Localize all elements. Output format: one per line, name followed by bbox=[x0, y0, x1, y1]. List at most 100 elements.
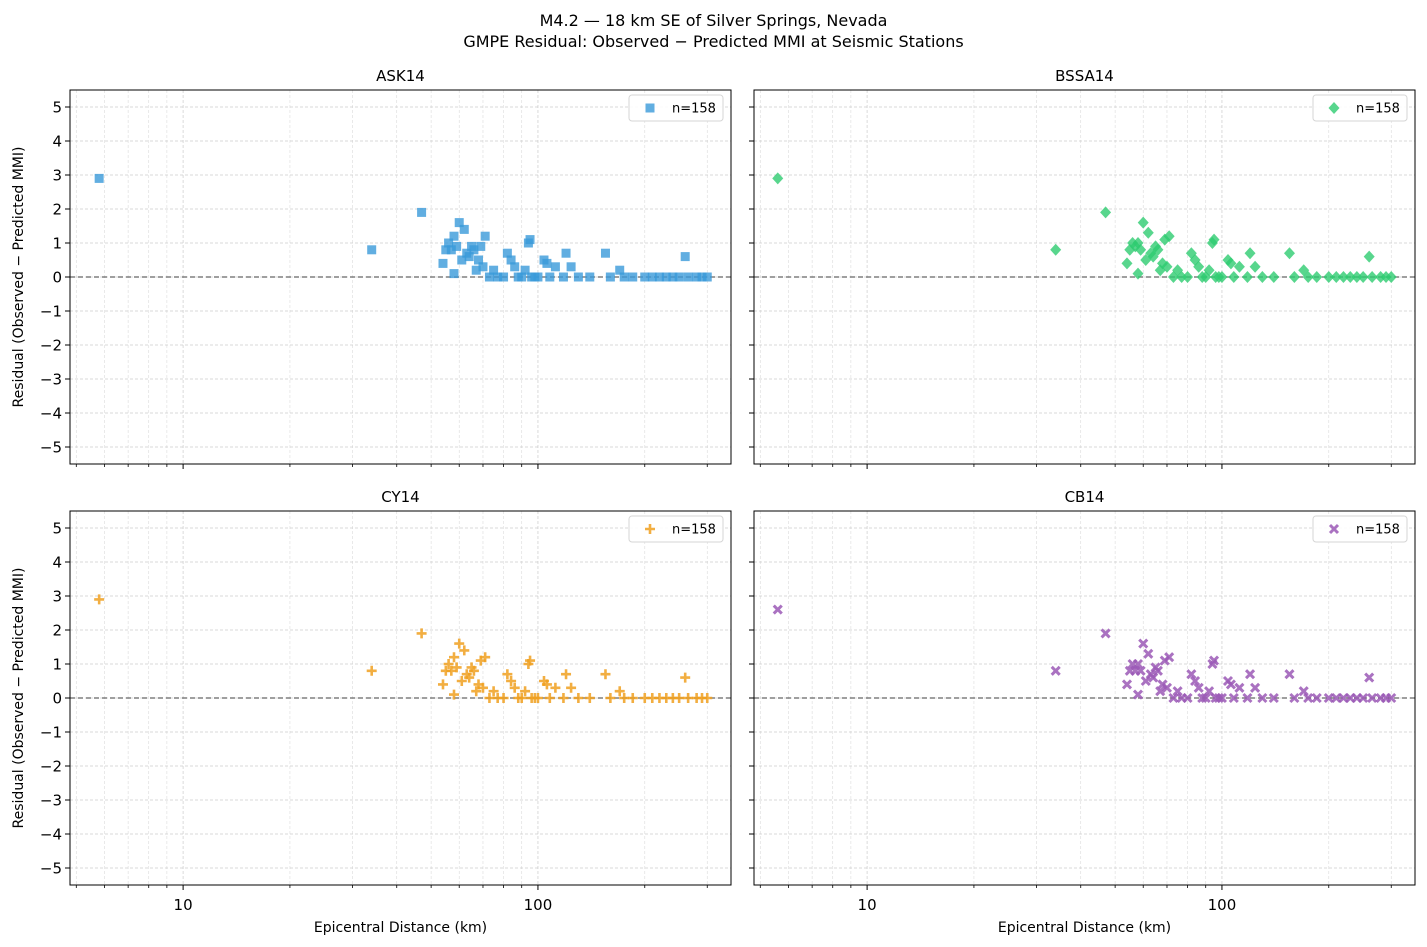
data-point bbox=[683, 693, 694, 703]
y-tick-label: 5 bbox=[52, 99, 62, 117]
data-point bbox=[489, 265, 499, 275]
data-point bbox=[1138, 638, 1149, 649]
data-point bbox=[499, 272, 509, 282]
data-point bbox=[1208, 233, 1220, 246]
figure-subtitle: GMPE Residual: Observed − Predicted MMI … bbox=[463, 32, 964, 51]
data-point bbox=[498, 693, 509, 703]
data-point bbox=[585, 272, 595, 282]
legend-label: n=158 bbox=[1356, 102, 1400, 117]
legend-box bbox=[1312, 515, 1408, 543]
data-point bbox=[628, 272, 638, 282]
data-point bbox=[437, 679, 448, 690]
y-axis-label: Residual (Observed − Predicted MMI) bbox=[11, 147, 27, 408]
legend-box bbox=[1312, 94, 1408, 122]
data-point bbox=[464, 252, 474, 262]
data-point bbox=[702, 693, 713, 703]
data-point bbox=[1176, 271, 1188, 283]
y-tick-label: 3 bbox=[52, 167, 62, 185]
data-point bbox=[1182, 271, 1194, 283]
data-point bbox=[1323, 692, 1334, 704]
data-point bbox=[1164, 652, 1175, 663]
data-point bbox=[94, 173, 104, 183]
data-point bbox=[661, 272, 671, 282]
y-axis-label: Residual (Observed − Predicted MMI) bbox=[11, 568, 27, 829]
figure-title: M4.2 — 18 km SE of Silver Springs, Nevad… bbox=[539, 11, 888, 30]
data-point bbox=[1216, 692, 1228, 704]
data-point bbox=[1303, 692, 1314, 704]
data-point bbox=[484, 272, 494, 282]
legend: n=158 bbox=[1312, 94, 1408, 122]
data-point bbox=[1152, 243, 1164, 256]
data-point bbox=[516, 693, 527, 703]
data-point bbox=[1268, 271, 1280, 283]
legend-marker bbox=[1328, 523, 1340, 535]
data-point bbox=[1323, 271, 1335, 283]
data-point bbox=[480, 652, 491, 663]
data-point bbox=[509, 682, 520, 693]
data-point bbox=[94, 594, 105, 605]
data-point bbox=[1228, 271, 1240, 283]
data-point bbox=[1204, 686, 1215, 697]
data-point bbox=[459, 645, 470, 656]
data-point bbox=[464, 672, 475, 683]
data-point bbox=[1289, 692, 1300, 704]
data-point bbox=[605, 693, 616, 703]
data-point bbox=[471, 686, 482, 697]
y-tick-label: 2 bbox=[52, 201, 62, 219]
data-point bbox=[520, 686, 531, 697]
data-point bbox=[446, 245, 456, 255]
y-tick-label: 0 bbox=[52, 269, 62, 287]
data-point bbox=[558, 272, 568, 282]
data-point bbox=[1163, 230, 1175, 243]
panel-title: CY14 bbox=[381, 488, 419, 506]
data-point bbox=[627, 693, 638, 703]
data-point bbox=[1288, 271, 1300, 283]
y-tick-label: −3 bbox=[40, 792, 62, 810]
data-point bbox=[517, 272, 527, 282]
data-point bbox=[525, 235, 535, 245]
data-point bbox=[459, 224, 469, 234]
data-point bbox=[1100, 206, 1112, 219]
data-point bbox=[1234, 682, 1245, 693]
panel-title: BSSA14 bbox=[1055, 67, 1114, 85]
x-tick-label: 100 bbox=[524, 896, 553, 914]
data-point bbox=[416, 628, 427, 639]
data-point bbox=[573, 693, 584, 703]
data-point bbox=[1250, 682, 1261, 693]
legend-label: n=158 bbox=[1356, 523, 1400, 538]
data-point bbox=[1225, 679, 1236, 690]
data-point bbox=[446, 665, 457, 676]
data-point bbox=[1283, 247, 1295, 260]
data-point bbox=[1132, 267, 1144, 280]
data-point bbox=[469, 245, 479, 255]
data-point bbox=[506, 255, 516, 265]
data-point bbox=[1358, 692, 1369, 704]
data-point bbox=[1161, 682, 1173, 693]
data-point bbox=[1364, 672, 1375, 683]
data-point bbox=[367, 245, 377, 255]
data-point bbox=[449, 269, 459, 279]
y-tick-label: −4 bbox=[40, 826, 62, 844]
data-point bbox=[558, 693, 569, 703]
data-point bbox=[1203, 264, 1215, 277]
data-point bbox=[1137, 216, 1149, 229]
data-point bbox=[1233, 260, 1245, 273]
data-point bbox=[449, 652, 459, 663]
data-point bbox=[1244, 247, 1256, 260]
data-point bbox=[520, 265, 530, 275]
data-point bbox=[1152, 665, 1163, 676]
data-point bbox=[471, 265, 481, 275]
data-point bbox=[619, 693, 630, 703]
data-point bbox=[474, 255, 484, 265]
data-point bbox=[566, 682, 577, 693]
data-point bbox=[600, 669, 611, 680]
data-point bbox=[1298, 686, 1309, 697]
legend-label: n=158 bbox=[672, 102, 716, 117]
data-point bbox=[1121, 257, 1133, 270]
x-tick-label: 10 bbox=[174, 896, 193, 914]
data-point bbox=[533, 272, 543, 282]
data-point bbox=[692, 272, 702, 282]
data-point bbox=[542, 258, 552, 268]
